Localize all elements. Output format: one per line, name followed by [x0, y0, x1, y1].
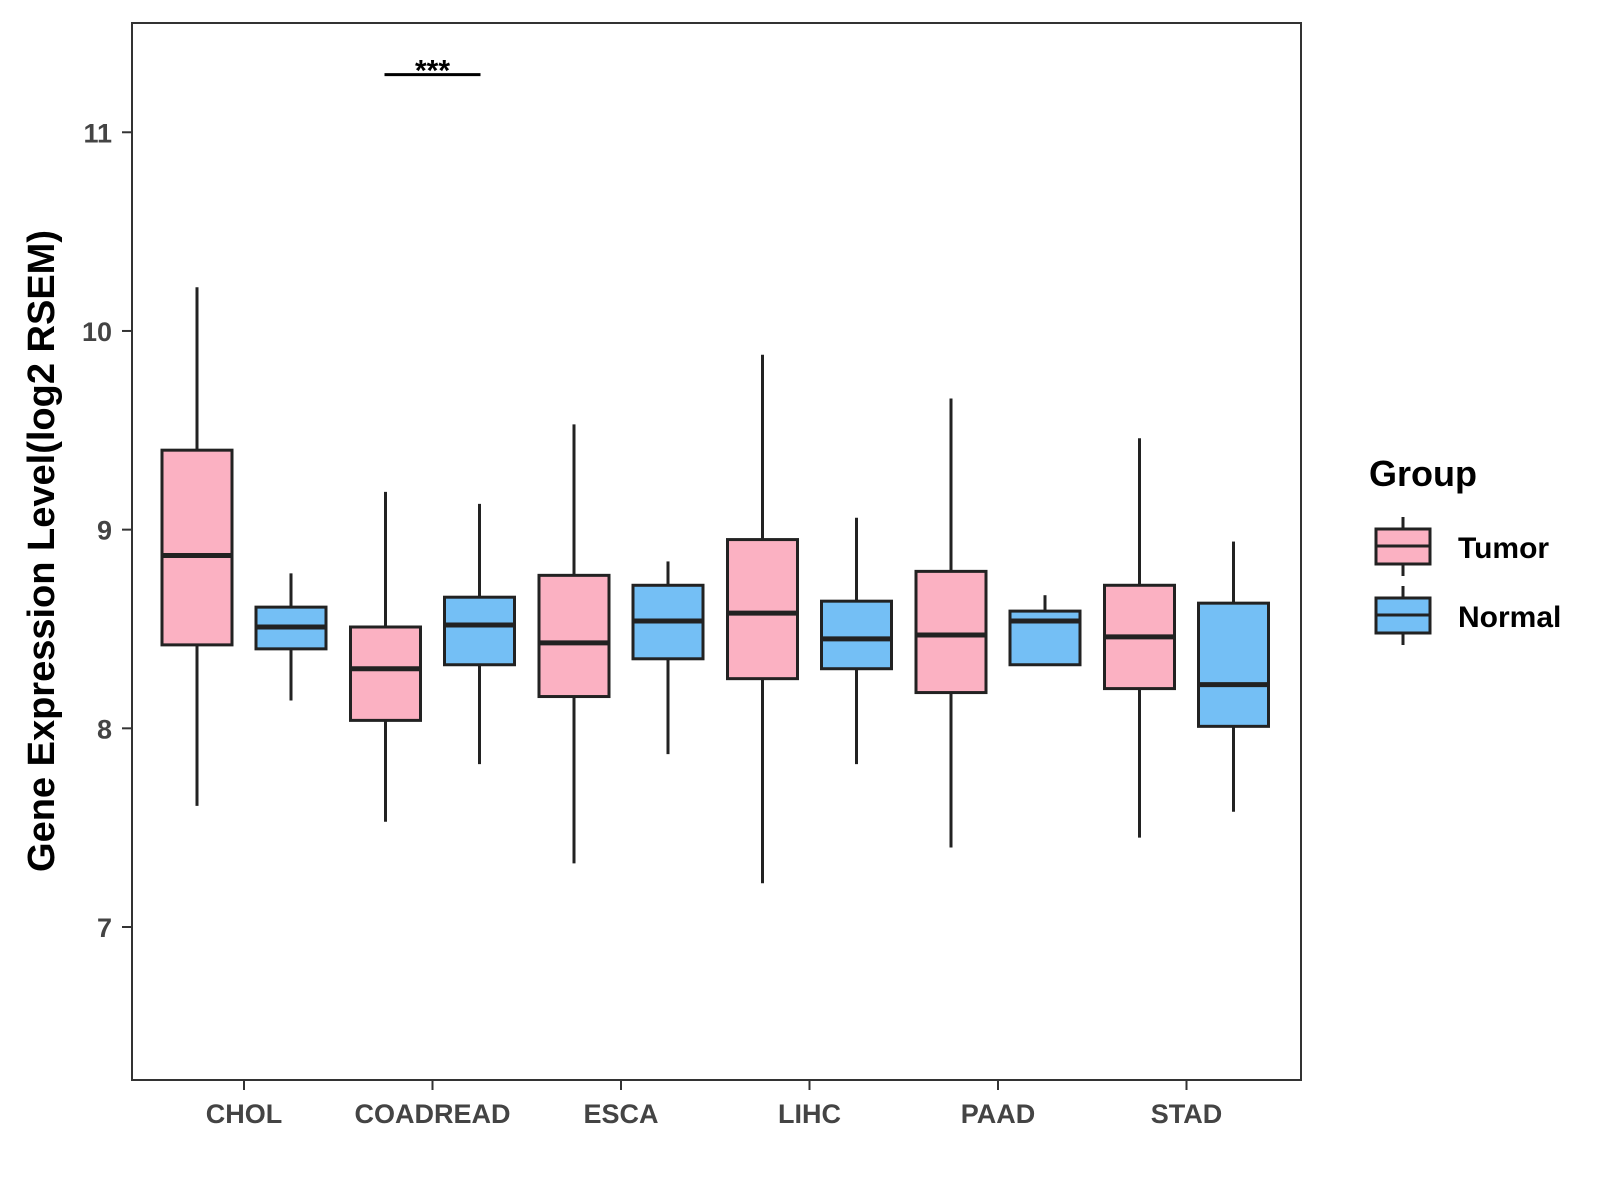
legend-item-tumor: Tumor: [1374, 517, 1549, 576]
box-body: [1197, 601, 1270, 728]
legend-title: Group: [1369, 453, 1477, 494]
x-tick-label: STAD: [1151, 1099, 1223, 1129]
legend: Group Tumor Normal: [1369, 453, 1561, 645]
box-chol-normal: [254, 573, 328, 701]
x-tick-label: LIHC: [778, 1099, 841, 1129]
box-lihc-normal: [820, 517, 893, 765]
y-tick-label: 7: [97, 913, 112, 943]
y-axis: 7 8 9 10 11: [82, 118, 132, 943]
box-esca-normal: [631, 561, 705, 755]
x-tick-label: PAAD: [961, 1099, 1036, 1129]
plot-panel-border: [131, 22, 1302, 1081]
box-body: [914, 569, 988, 695]
legend-label-tumor: Tumor: [1458, 532, 1549, 565]
box-paad-normal: [1008, 595, 1082, 667]
y-tick-label: 11: [83, 118, 112, 148]
box-coadread-tumor: [349, 491, 422, 822]
x-tick-label: CHOL: [206, 1099, 283, 1129]
box-stad-normal: [1197, 541, 1270, 812]
box-esca-tumor: [537, 424, 611, 864]
y-tick-label: 8: [97, 714, 112, 744]
significance-annotation: ***: [384, 55, 481, 88]
x-axis: CHOL COADREAD ESCA LIHC PAAD STAD: [206, 1080, 1223, 1129]
box-body: [726, 538, 799, 681]
x-tick-label: COADREAD: [354, 1099, 510, 1129]
significance-label: ***: [415, 55, 450, 88]
x-tick-label: ESCA: [583, 1099, 658, 1129]
box-body: [349, 625, 422, 722]
legend-label-normal: Normal: [1458, 601, 1561, 634]
box-paad-tumor: [914, 398, 988, 848]
chart-marks: ***: [160, 55, 1270, 884]
legend-item-normal: Normal: [1374, 586, 1561, 645]
y-axis-title: Gene Expression Level(log2 RSEM): [21, 230, 63, 872]
box-stad-tumor: [1103, 438, 1176, 838]
y-tick-label: 10: [82, 317, 112, 347]
box-body: [160, 448, 234, 647]
box-body: [820, 599, 893, 671]
box-body: [443, 595, 516, 667]
box-coadread-normal: [443, 503, 516, 765]
y-tick-label: 9: [97, 516, 112, 546]
box-lihc-tumor: [726, 354, 799, 884]
box-body: [537, 573, 611, 699]
box-chol-tumor: [160, 287, 234, 806]
